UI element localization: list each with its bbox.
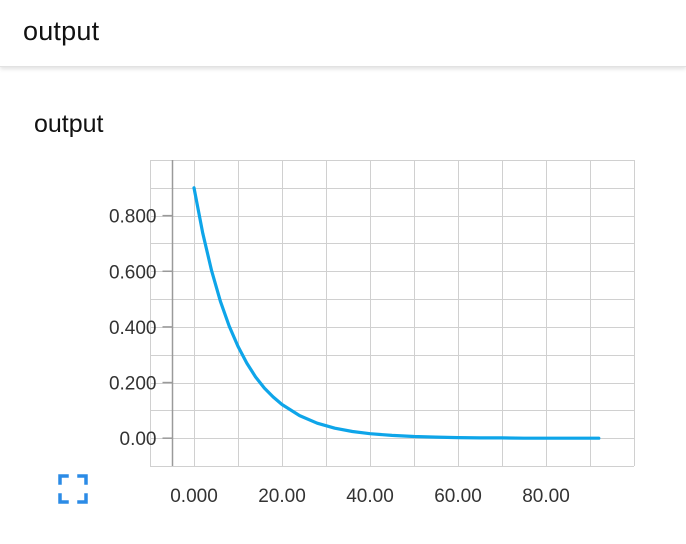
card-title: output bbox=[34, 110, 104, 138]
y-tick-label: 0.00 bbox=[120, 429, 157, 450]
fullscreen-expand-icon bbox=[58, 474, 88, 504]
top-bar: output bbox=[0, 0, 686, 67]
chart-axes bbox=[162, 160, 174, 466]
chart-series bbox=[192, 186, 601, 440]
header-title: output bbox=[23, 16, 100, 46]
x-tick-label: 20.00 bbox=[258, 486, 306, 507]
expand-chart-button[interactable] bbox=[58, 474, 88, 504]
y-tick-label: 0.600 bbox=[109, 262, 157, 283]
y-tick-label: 0.200 bbox=[109, 374, 157, 395]
series-line bbox=[192, 186, 601, 440]
chart-grid bbox=[150, 160, 635, 467]
y-tick-labels: 0.00 0.200 0.400 0.600 0.800 bbox=[109, 207, 157, 451]
x-tick-labels: 0.000 20.00 40.00 60.00 80.00 bbox=[170, 486, 570, 507]
x-tick-label: 0.000 bbox=[170, 486, 218, 507]
x-tick-label: 60.00 bbox=[434, 486, 482, 507]
x-tick-label: 40.00 bbox=[346, 486, 394, 507]
y-tick-label: 0.400 bbox=[109, 318, 157, 339]
x-tick-label: 80.00 bbox=[522, 486, 570, 507]
y-tick-label: 0.800 bbox=[109, 207, 157, 228]
